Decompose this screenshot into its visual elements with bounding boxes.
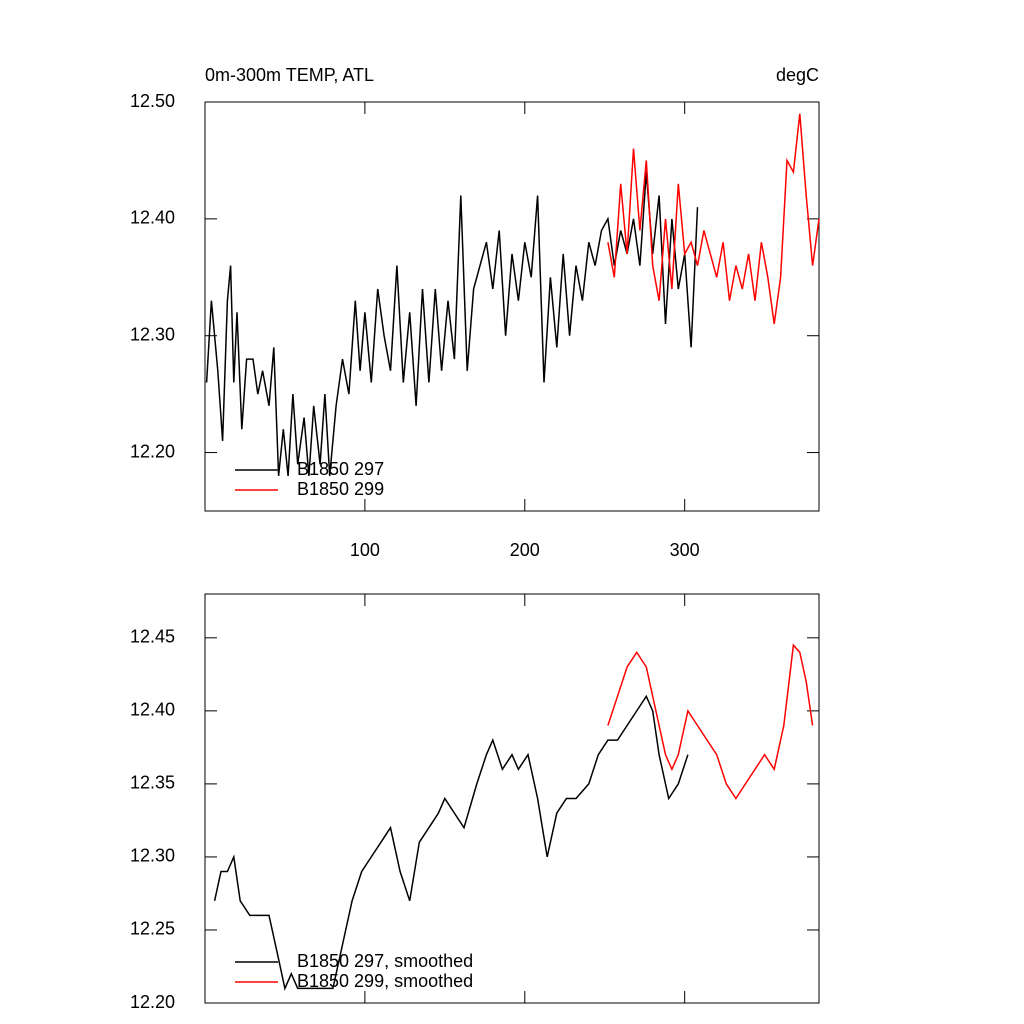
legend-label: B1850 299 [297, 479, 384, 499]
y-tick-label: 12.50 [130, 91, 175, 111]
x-tick-label: 200 [510, 540, 540, 560]
y-tick-label: 12.45 [130, 627, 175, 647]
legend-label: B1850 297, smoothed [297, 951, 473, 971]
y-tick-label: 12.25 [130, 919, 175, 939]
series-line [607, 643, 814, 800]
chart-title: 0m-300m TEMP, ATL [205, 65, 374, 85]
y-tick-label: 12.30 [130, 846, 175, 866]
series-line [213, 694, 689, 991]
x-tick-label: 100 [350, 540, 380, 560]
y-tick-label: 12.20 [130, 992, 175, 1012]
units-label: degC [776, 65, 819, 85]
y-tick-label: 12.35 [130, 773, 175, 793]
y-tick-label: 12.20 [130, 441, 175, 461]
y-tick-label: 12.40 [130, 208, 175, 228]
x-tick-label: 300 [670, 540, 700, 560]
plot-frame [204, 101, 820, 512]
y-tick-label: 12.40 [130, 700, 175, 720]
plot-frame [204, 593, 820, 1004]
legend-label: B1850 299, smoothed [297, 971, 473, 991]
y-tick-label: 12.30 [130, 324, 175, 344]
series-line [607, 113, 820, 325]
legend-label: B1850 297 [297, 459, 384, 479]
series-line [205, 172, 699, 476]
